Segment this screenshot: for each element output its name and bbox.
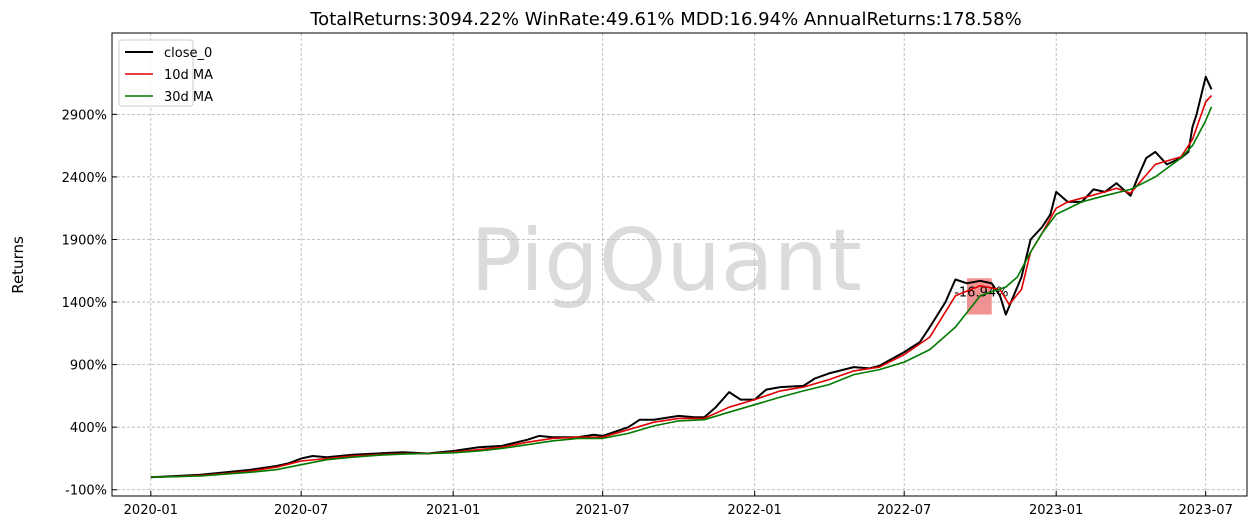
y-tick-label: 900% bbox=[70, 359, 107, 374]
x-tick-label: 2020-01 bbox=[124, 503, 178, 518]
legend-entry: 10d MA bbox=[164, 68, 213, 83]
legend-box bbox=[118, 39, 194, 107]
y-axis-label: Returns bbox=[9, 236, 27, 294]
y-tick-label: -100% bbox=[65, 484, 107, 499]
y-tick-label: 400% bbox=[70, 421, 107, 436]
x-tick-label: 2021-07 bbox=[576, 503, 630, 518]
y-tick-label: 1400% bbox=[62, 296, 107, 311]
series-10d-ma-line bbox=[150, 95, 1213, 478]
x-tick-label: 2021-01 bbox=[426, 503, 480, 518]
plot-frame bbox=[111, 32, 1248, 497]
x-tick-label: 2020-07 bbox=[274, 503, 328, 518]
y-axis-ticks: -100% 400% 900% 1400% 1900% 2400% 2900% bbox=[62, 108, 117, 499]
y-tick-label: 2400% bbox=[62, 171, 107, 186]
x-tick-label: 2022-07 bbox=[877, 503, 931, 518]
chart-title: TotalReturns:3094.22% WinRate:49.61% MDD… bbox=[309, 9, 1021, 30]
watermark: PigQuant bbox=[470, 211, 862, 311]
series-lines bbox=[150, 75, 1213, 479]
legend-entry: close_0 bbox=[164, 46, 212, 61]
legend-entry: 30d MA bbox=[164, 90, 213, 105]
x-tick-label: 2023-01 bbox=[1029, 503, 1083, 518]
x-tick-label: 2022-01 bbox=[728, 503, 782, 518]
series-30d-ma-line bbox=[150, 106, 1213, 478]
gridlines bbox=[112, 33, 1247, 496]
y-tick-label: 1900% bbox=[62, 233, 107, 248]
y-tick-label: 2900% bbox=[62, 108, 107, 123]
legend: close_0 10d MA 30d MA bbox=[118, 39, 213, 107]
x-axis-ticks: 2020-01 2020-07 2021-01 2021-07 2022-01 2022-… bbox=[124, 491, 1233, 518]
x-tick-label: 2023-07 bbox=[1179, 503, 1233, 518]
